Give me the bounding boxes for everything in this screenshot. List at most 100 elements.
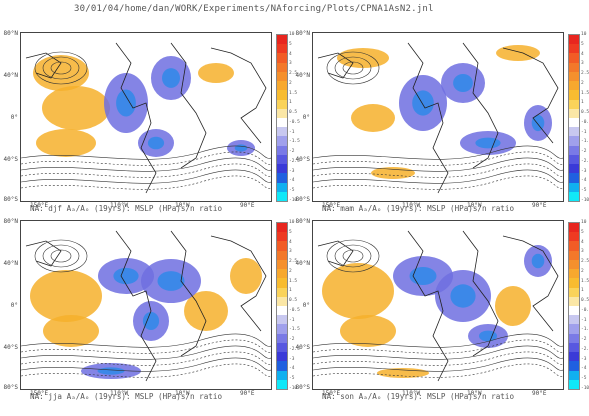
contour-line	[313, 151, 563, 166]
colorbar-tick-label: 5	[581, 41, 584, 47]
contour-line	[342, 249, 364, 263]
colorbar-tick-label: -3	[581, 168, 587, 174]
colorbar-tick-label: -4	[581, 178, 587, 184]
panel-caption-mam: NA: mam Aₐ/Aₒ (19yrs): MSLP (HPa)s/n rat…	[322, 204, 515, 213]
colorbar	[568, 34, 580, 202]
colorbar-segment	[277, 250, 287, 260]
latitude-tick-label: 80°N	[3, 30, 18, 37]
contour-line	[42, 56, 80, 80]
colorbar-tick-label: -1	[289, 129, 295, 135]
contour-line	[313, 157, 563, 172]
coastline	[407, 42, 449, 194]
colorbar-segment	[569, 99, 579, 109]
latitude-tick-label: 80°S	[295, 196, 310, 203]
colorbar-tick-label: -10	[289, 386, 298, 391]
colorbar-segment	[277, 287, 287, 297]
colorbar-segment	[569, 71, 579, 82]
coastline	[25, 240, 62, 267]
map-panel-mam: 80°N 40°N 0° 40°S 80°S 150°E 110°W 10°W 90°E 10 5 4…	[292, 12, 589, 217]
positive-ratio-region	[377, 368, 429, 378]
colorbar-tick-label: 2	[289, 80, 292, 86]
colorbar-segment	[277, 232, 287, 242]
colorbar-tick-label: -2	[289, 337, 295, 343]
map-panel-jja: 80°N 40°N 0° 40°S 80°S 150°E 110°W 10°W 90°E 10 5 4…	[0, 200, 300, 405]
contour-line	[313, 169, 563, 184]
colorbar-tick-label: -2	[581, 337, 587, 343]
contour-line	[21, 363, 271, 378]
positive-ratio-region	[495, 286, 531, 326]
contour-line	[21, 169, 271, 184]
latitude-tick-label: 0°	[302, 114, 310, 121]
colorbar-segment	[277, 136, 287, 146]
positive-ratio-region	[43, 315, 99, 347]
colorbar-tick-label: 2	[581, 268, 584, 274]
strong-negative-region	[97, 367, 125, 375]
positive-ratio-region	[322, 263, 394, 319]
coastline	[25, 52, 62, 79]
positive-ratio-region	[30, 270, 102, 322]
coastline	[115, 42, 157, 194]
positive-ratio-region	[42, 86, 110, 130]
colorbar-tick-label: -0.5	[289, 119, 300, 125]
colorbar-segment	[277, 145, 287, 155]
colorbar-tick-label: -2.5	[581, 158, 589, 164]
strong-negative-region	[234, 144, 248, 152]
colorbar-segment	[277, 305, 287, 316]
positive-ratio-region	[230, 258, 262, 294]
contour-line	[21, 175, 271, 190]
colorbar-tick-label: -10	[581, 198, 589, 203]
colorbar-tick-label: 1.5	[581, 278, 589, 284]
contour-line	[313, 145, 563, 160]
colorbar-segment	[569, 370, 579, 380]
coastline	[210, 235, 267, 332]
colorbar-segment	[277, 44, 287, 54]
colorbar-segment	[277, 278, 287, 288]
longitude-tick-label: 110°W	[110, 202, 129, 209]
contour-line	[21, 151, 271, 166]
contour-line	[342, 61, 364, 75]
colorbar-segment	[277, 333, 287, 343]
colorbar-segment	[277, 296, 287, 306]
colorbar-tick-label: 5	[289, 41, 292, 47]
positive-ratio-region	[36, 129, 96, 157]
longitude-tick-label: 10°W	[175, 202, 190, 209]
strong-negative-region	[142, 312, 160, 330]
contour-line	[326, 239, 380, 273]
positive-ratio-region	[337, 48, 389, 68]
colorbar-segment	[277, 164, 287, 174]
colorbar-segment	[277, 324, 287, 334]
colorbar-segment	[569, 250, 579, 260]
colorbar-segment	[569, 232, 579, 242]
colorbar	[276, 34, 288, 202]
colorbar-segment	[277, 342, 287, 353]
colorbar-segment	[569, 278, 579, 288]
colorbar-tick-label: -2	[581, 149, 587, 155]
strong-negative-region	[116, 89, 136, 117]
colorbar-segment	[569, 191, 579, 201]
coastline	[170, 230, 207, 357]
colorbar-segment	[277, 259, 287, 270]
colorbar-tick-label: 3	[289, 61, 292, 67]
colorbar-segment	[569, 108, 579, 118]
colorbar-segment	[277, 99, 287, 109]
colorbar-tick-label: 10	[289, 32, 295, 37]
colorbar-segment	[569, 117, 579, 128]
colorbar-tick-label: -10	[289, 198, 298, 203]
colorbar-segment	[569, 269, 579, 279]
contour-line	[42, 244, 80, 268]
strong-negative-region	[453, 74, 473, 92]
longitude-tick-label: 150°E	[322, 202, 341, 209]
positive-ratio-region	[33, 55, 89, 91]
colorbar-tick-label: -3	[581, 356, 587, 362]
longitude-tick-label: 90°E	[240, 202, 255, 209]
coastline	[462, 42, 499, 169]
longitude-tick-label: 150°E	[30, 390, 49, 397]
colorbar-segment	[569, 173, 579, 183]
longitude-tick-label: 90°E	[532, 390, 547, 397]
colorbar-segment	[569, 35, 579, 45]
contour-line	[313, 163, 563, 178]
colorbar-segment	[277, 154, 287, 165]
colorbar-tick-label: 2	[289, 268, 292, 274]
latitude-tick-label: 0°	[10, 302, 18, 309]
strong-negative-region	[147, 136, 165, 150]
